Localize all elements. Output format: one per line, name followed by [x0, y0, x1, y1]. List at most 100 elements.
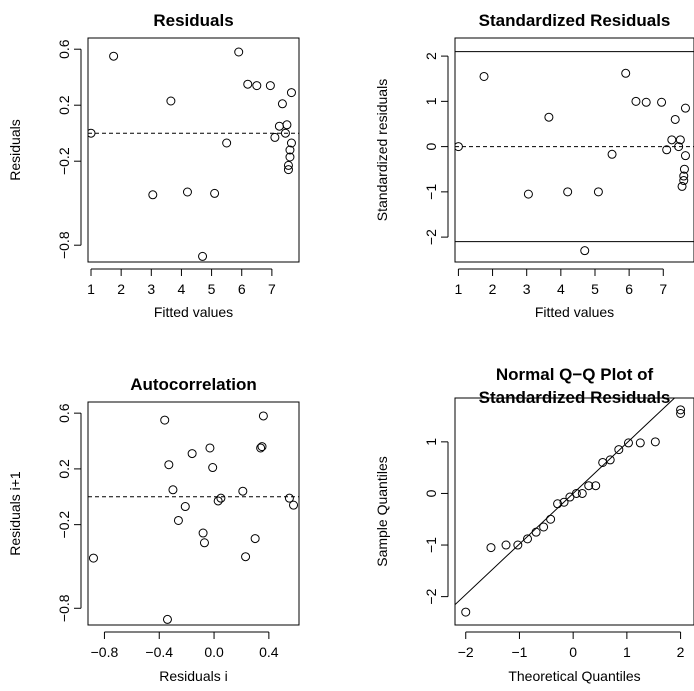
plot-area [455, 398, 686, 617]
data-point [635, 438, 645, 448]
data-point [605, 455, 615, 465]
x-tick-label: 3 [147, 281, 155, 297]
data-point [680, 151, 690, 161]
chart-title: Autocorrelation [130, 375, 257, 394]
data-point [216, 493, 226, 503]
data-point [289, 500, 299, 510]
data-point [662, 145, 672, 155]
data-point [577, 488, 587, 498]
data-point [199, 538, 209, 548]
x-axis-label: Fitted values [154, 304, 233, 320]
data-point [257, 442, 267, 452]
y-tick-label: 0 [423, 489, 439, 497]
plot-area [88, 411, 299, 624]
y-tick-label: −1 [423, 184, 439, 200]
x-tick-label: 7 [659, 281, 667, 297]
data-point [531, 527, 541, 537]
data-point [256, 443, 266, 453]
x-tick-label: 0 [569, 644, 577, 660]
plot-area [455, 51, 694, 256]
data-point [208, 463, 218, 473]
data-point [580, 246, 590, 256]
y-tick-label: −2 [423, 229, 439, 245]
data-point [241, 552, 251, 562]
data-point [164, 460, 174, 470]
y-tick-label: 0.6 [56, 403, 72, 423]
y-tick-label: −0.8 [56, 231, 72, 259]
data-point [148, 190, 158, 200]
data-point [109, 51, 119, 61]
data-point [523, 189, 533, 199]
x-axis-label: Theoretical Quantiles [508, 668, 640, 684]
y-tick-label: −0.8 [56, 594, 72, 622]
data-point [285, 152, 295, 162]
y-tick-label: 0.2 [56, 459, 72, 479]
data-point [621, 68, 631, 78]
data-point [674, 142, 684, 152]
x-tick-label: 2 [117, 281, 125, 297]
y-tick-label: 0 [423, 143, 439, 151]
data-point [479, 71, 489, 81]
plot-frame [454, 37, 694, 263]
x-tick-label: 6 [625, 281, 633, 297]
y-axis-label: Residuals i+1 [7, 471, 23, 556]
x-tick-label: 2 [489, 281, 497, 297]
data-point [234, 47, 244, 57]
data-point [553, 499, 563, 509]
data-point [173, 515, 183, 525]
chart-panel-3: Autocorrelation Residuals i Residuals i+1 −… [7, 375, 300, 684]
data-point [607, 149, 617, 159]
data-point [657, 97, 667, 107]
data-point [544, 112, 554, 122]
data-point [238, 486, 248, 496]
data-point [584, 481, 594, 491]
data-point [546, 514, 556, 524]
data-point [160, 415, 170, 425]
chart-title-line: Standardized Residuals [479, 388, 671, 407]
data-point [513, 540, 523, 550]
data-point [286, 88, 296, 98]
plot-area [88, 47, 299, 261]
plot-frame [454, 397, 694, 626]
y-tick-label: 0.6 [56, 39, 72, 59]
qq-reference-line [455, 398, 676, 606]
data-point [252, 81, 262, 91]
data-point [455, 142, 463, 152]
x-tick-label: 0.4 [259, 644, 279, 660]
y-axis-label: Sample Quantiles [374, 456, 390, 567]
data-point [182, 187, 192, 197]
data-point [501, 540, 511, 550]
y-tick-label: −2 [423, 588, 439, 604]
data-point [210, 188, 220, 198]
chart-panel-4: Normal Q−Q Plot of Standardized Residuals… [374, 365, 694, 684]
data-point [213, 496, 223, 506]
data-point [559, 497, 569, 507]
x-tick-label: 5 [591, 281, 599, 297]
data-point [667, 135, 677, 145]
data-point [486, 543, 496, 553]
y-tick-label: 1 [423, 438, 439, 446]
y-tick-label: −0.2 [56, 511, 72, 539]
x-tick-label: −0.4 [145, 644, 173, 660]
data-point [282, 120, 292, 130]
chart-title: Residuals [153, 11, 233, 30]
y-tick-label: −1 [423, 537, 439, 553]
x-tick-label: 5 [208, 281, 216, 297]
chart-title: Standardized Residuals [479, 11, 671, 30]
x-tick-label: −2 [458, 644, 474, 660]
data-point [675, 135, 685, 145]
data-point [283, 165, 293, 175]
data-point [285, 145, 295, 155]
data-point [461, 607, 471, 617]
y-tick-label: 0.2 [56, 95, 72, 115]
data-point [571, 488, 581, 498]
data-point [284, 493, 294, 503]
data-point [180, 502, 190, 512]
x-tick-label: 2 [677, 644, 685, 660]
chart-title-line: Normal Q−Q Plot of [496, 365, 654, 384]
x-tick-label: −0.8 [91, 644, 119, 660]
data-point [676, 408, 686, 418]
data-point [614, 445, 624, 455]
data-point [623, 438, 633, 448]
x-tick-label: 1 [87, 281, 95, 297]
